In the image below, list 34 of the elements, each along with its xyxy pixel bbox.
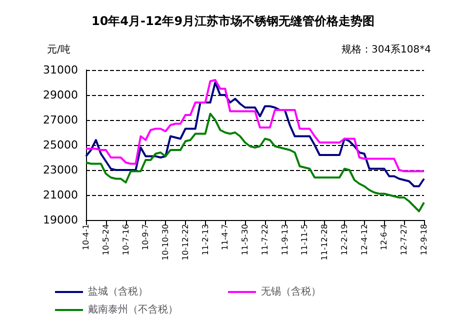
legend-label: 盐城（含税） — [88, 286, 148, 298]
x-tick-label: 11-11-5 — [300, 224, 310, 256]
x-tick-label: 10-9-7 — [141, 224, 150, 250]
x-tick-label: 10-12-22 — [180, 224, 190, 260]
x-tick-label: 11-2-13 — [200, 224, 210, 256]
line-series — [85, 82, 425, 188]
y-axis-title: 元/吨 — [47, 44, 70, 56]
text: 规格：304系108*4 — [341, 44, 432, 56]
x-tick-label: 12-9-18 — [420, 224, 428, 256]
y-tick-label: 19000 — [43, 214, 78, 226]
x-tick-label: 10-4-1 — [82, 224, 90, 250]
x-tick-label: 12-2-19 — [340, 224, 349, 256]
x-tick-label: 11-5-30 — [240, 224, 250, 256]
line-series — [85, 112, 425, 212]
x-tick-label: 12-4-12 — [360, 224, 369, 256]
x-tick-label: 11-12-28 — [320, 224, 330, 260]
x-tick-label: 10-5-24 — [101, 224, 110, 256]
y-tick-label: 21000 — [43, 188, 78, 202]
x-tick-label: 12-7-27 — [400, 224, 409, 256]
y-tick-label: 23000 — [43, 164, 78, 176]
line-series — [85, 79, 425, 172]
x-tick-label: 11-4-7 — [220, 224, 230, 250]
x-tick-label: 12-6-4 — [380, 224, 389, 250]
y-tick-label: 29000 — [43, 88, 78, 102]
x-tick-label: 11-7-22 — [260, 224, 270, 256]
legend-label: 戴南泰州（不含税） — [88, 304, 178, 316]
x-tick-label: 10-7-16 — [121, 224, 130, 256]
legend-label: 无锡（含税） — [261, 286, 321, 298]
x-tick-label: 10-10-30 — [161, 224, 170, 260]
y-tick-label: 25000 — [43, 138, 78, 152]
y-tick-label: 31000 — [43, 64, 78, 76]
chart-title: 10年4月-12年9月江苏市场不锈钢无缝管价格走势图 — [91, 14, 375, 28]
x-tick-label: 11-9-13 — [280, 224, 290, 256]
y-tick-label: 27000 — [43, 114, 78, 126]
